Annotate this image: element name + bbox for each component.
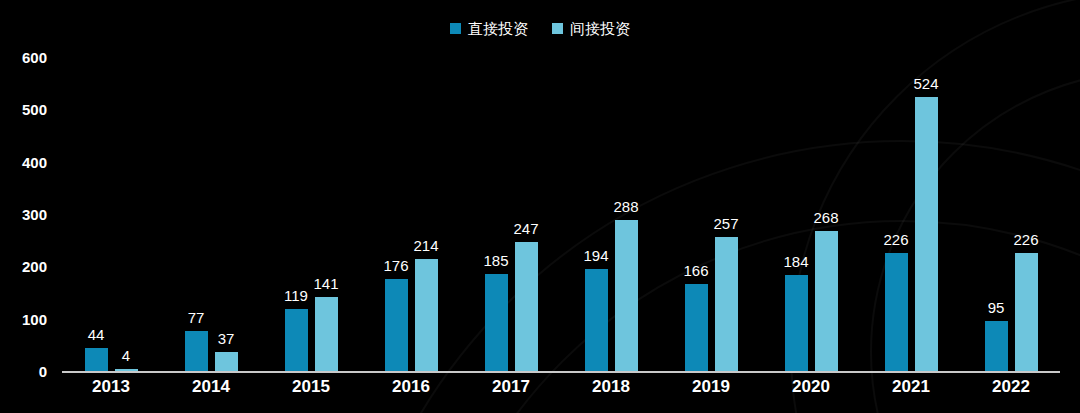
bar-value-label: 184 [783,254,808,269]
bar-value-label: 37 [218,331,235,346]
bar-direct-2014 [185,331,208,371]
bar-value-label: 95 [988,300,1005,315]
plot-area: 4447737119141176214185247194288166257184… [62,57,1060,373]
bar-value-label: 214 [413,238,438,253]
bar-direct-2019 [685,284,708,371]
bar-value-label: 226 [1013,232,1038,247]
x-axis-label-2022: 2022 [992,378,1030,395]
legend-label: 直接投资 [468,21,528,36]
bar-value-label: 119 [284,288,308,303]
bar-direct-2016 [385,279,408,371]
bar-indirect-2015 [315,297,338,371]
bar-value-label: 226 [883,232,908,247]
legend-item-1: 间接投资 [552,21,630,36]
bar-indirect-2021 [915,97,938,371]
bar-value-label: 257 [713,216,738,231]
legend-swatch-icon [450,23,461,34]
bar-value-label: 4 [122,348,130,363]
y-tick-label: 0 [0,364,47,379]
bar-value-label: 247 [513,221,538,236]
bar-value-label: 194 [583,248,608,263]
chart-legend: 直接投资 间接投资 [0,21,1080,36]
bar-value-label: 166 [683,263,708,278]
legend-item-0: 直接投资 [450,21,528,36]
bar-direct-2022 [985,321,1008,371]
x-axis-label-2017: 2017 [492,378,530,395]
bar-indirect-2020 [815,231,838,371]
bar-value-label: 141 [313,276,338,291]
y-tick-label: 200 [0,259,47,274]
y-tick-label: 500 [0,102,47,117]
legend-swatch-icon [552,23,563,34]
bar-value-label: 268 [813,210,838,225]
bar-value-label: 288 [613,199,638,214]
x-axis-label-2021: 2021 [892,378,930,395]
bar-indirect-2014 [215,352,238,371]
investment-bar-chart: 直接投资间接投资 0100200300400500600 44477371191… [0,0,1080,413]
bar-indirect-2019 [715,237,738,371]
bar-value-label: 524 [913,76,938,91]
bar-direct-2020 [785,275,808,371]
bar-direct-2013 [85,348,108,371]
bar-value-label: 176 [383,258,408,273]
y-tick-label: 100 [0,311,47,326]
bar-direct-2017 [485,274,508,371]
bar-indirect-2017 [515,242,538,371]
x-axis-label-2013: 2013 [92,378,130,395]
bar-indirect-2022 [1015,253,1038,371]
y-axis-ticks: 0 100 200 300 400 500 600 [0,0,47,413]
bar-value-label: 77 [188,310,205,325]
x-axis-label-2019: 2019 [692,378,730,395]
bar-direct-2018 [585,269,608,371]
y-tick-label: 400 [0,154,47,169]
x-axis-label-2016: 2016 [392,378,430,395]
legend-label: 间接投资 [570,21,630,36]
x-axis-label-2020: 2020 [792,378,830,395]
x-axis-label-2014: 2014 [192,378,230,395]
bar-indirect-2013 [115,369,138,371]
bar-direct-2015 [285,309,308,371]
bar-value-label: 185 [483,253,508,268]
y-tick-label: 300 [0,207,47,222]
x-axis-label-2018: 2018 [592,378,630,395]
bar-indirect-2016 [415,259,438,371]
y-tick-label: 600 [0,50,47,65]
bar-direct-2021 [885,253,908,371]
bar-indirect-2018 [615,220,638,371]
bar-value-label: 44 [88,327,105,342]
x-axis-label-2015: 2015 [292,378,330,395]
